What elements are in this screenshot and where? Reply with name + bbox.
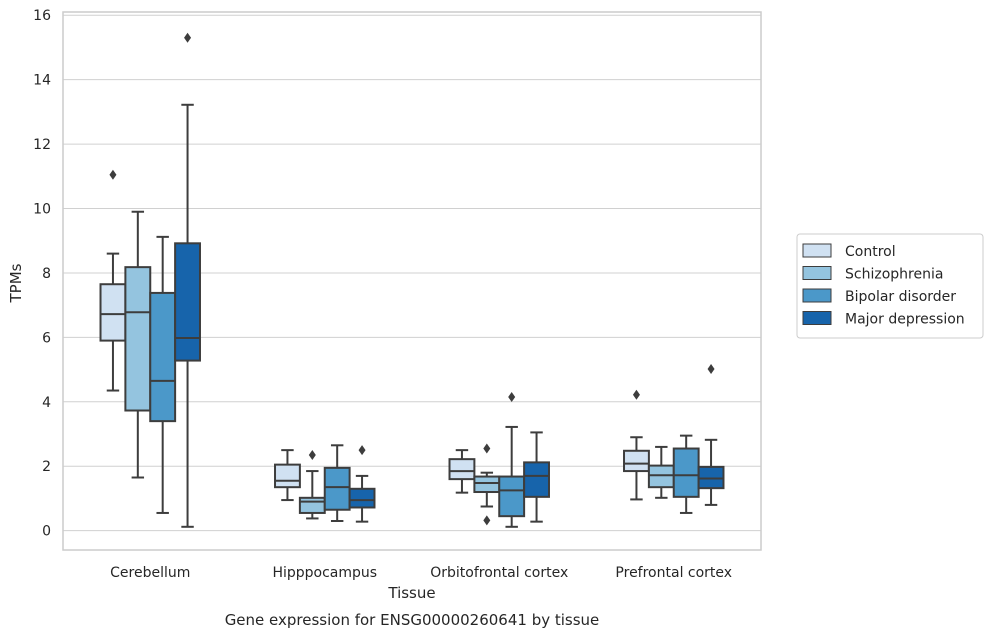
box-1-0: [274, 449, 301, 502]
box-groups: [99, 32, 725, 528]
legend: Control Schizophrenia Bipolar disorder Majo…: [796, 233, 984, 339]
y-tick-label: 14: [33, 73, 51, 89]
box-body: [298, 496, 326, 514]
legend-label: Schizophrenia: [845, 267, 943, 283]
box-body: [647, 464, 675, 489]
box-body: [174, 242, 201, 362]
y-tick-label: 10: [33, 202, 51, 218]
box-0-3: [174, 32, 201, 528]
box-3-2: [672, 434, 700, 514]
box-2-3: [523, 431, 550, 523]
box-1-2: [323, 444, 351, 523]
box-body: [99, 283, 127, 342]
box-body: [323, 466, 351, 511]
box-body: [623, 449, 650, 473]
outlier-point: [483, 443, 491, 454]
box-body: [473, 475, 501, 494]
outlier-point: [508, 391, 516, 402]
box-3-0: [623, 389, 650, 501]
box-3-1: [647, 445, 675, 499]
box-0-2: [149, 235, 177, 514]
y-tick-label: 4: [42, 395, 51, 411]
outlier-point: [483, 515, 491, 526]
box-body: [149, 291, 177, 423]
outlier-point: [109, 169, 117, 180]
grid-lines: [63, 14, 761, 532]
chart-caption: Gene expression for ENSG00000260641 by t…: [225, 611, 600, 629]
box-body: [498, 475, 526, 518]
box-body: [672, 447, 700, 498]
outlier-point: [184, 32, 192, 43]
box-body: [348, 487, 376, 509]
outlier-point: [358, 445, 366, 456]
x-axis-label: Tissue: [387, 584, 435, 602]
legend-label: Bipolar disorder: [845, 289, 956, 305]
x-tick-label: Hipppocampus: [272, 565, 377, 581]
box-2-2: [498, 391, 526, 528]
box-1-3: [348, 445, 376, 523]
y-axis-label: TPMs: [7, 263, 25, 303]
box-0-1: [124, 210, 152, 479]
y-tick-label: 12: [33, 137, 51, 153]
x-tick-label: Orbitofrontal cortex: [430, 565, 568, 581]
y-tick-label: 16: [33, 8, 51, 24]
box-body: [448, 458, 476, 481]
x-tick-labels: Cerebellum Hipppocampus Orbitofrontal cort…: [110, 565, 732, 581]
x-tick-label: Prefrontal cortex: [615, 565, 732, 581]
legend-label: Control: [845, 244, 896, 260]
x-tick-label: Cerebellum: [110, 565, 190, 581]
legend-swatch: [802, 288, 832, 303]
outlier-point: [632, 389, 640, 400]
legend-swatch: [802, 311, 832, 325]
legend-swatch: [802, 266, 832, 280]
box-2-0: [448, 449, 476, 494]
legend-swatch: [802, 243, 832, 258]
y-tick-label: 8: [42, 266, 51, 282]
plot-frame: [62, 11, 762, 551]
y-tick-label: 2: [42, 459, 51, 475]
box-2-1: [473, 443, 501, 526]
box-body: [124, 266, 152, 412]
outlier-point: [707, 363, 715, 374]
y-tick-label: 6: [42, 330, 51, 346]
box-0-0: [99, 169, 127, 392]
box-1-1: [298, 449, 326, 520]
legend-label: Major depression: [845, 312, 965, 328]
y-tick-labels: 0 2 4 6 8 10 12 14 16: [33, 8, 51, 539]
box-3-3: [697, 363, 725, 506]
box-body: [274, 463, 301, 489]
box-body: [523, 461, 550, 498]
y-tick-label: 0: [42, 524, 51, 540]
legend-frame: [796, 233, 984, 339]
outlier-point: [308, 449, 316, 460]
